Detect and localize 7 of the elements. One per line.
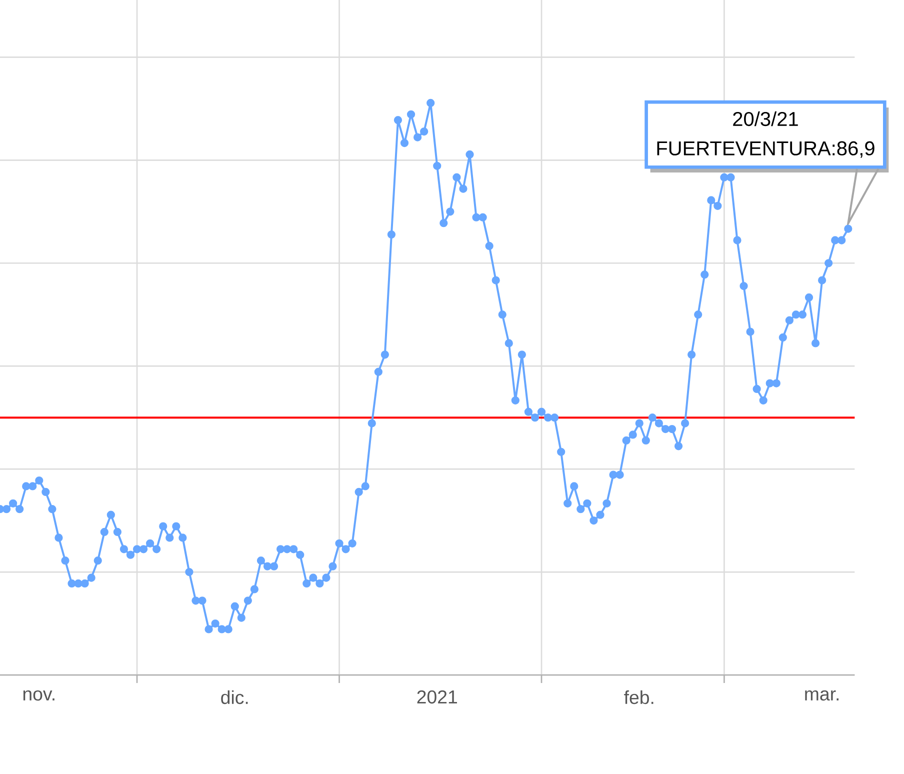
annotation: 20/3/21	[733, 111, 798, 126]
x-tick-label: 2021	[417, 690, 457, 704]
x-tick-label: feb.	[624, 690, 654, 704]
annotation: FUERTEVENTURA:86,9	[657, 141, 874, 158]
x-tick-label: nov.	[23, 690, 54, 701]
x-tick-label: dic.	[221, 690, 248, 704]
x-tick-label: mar.	[805, 690, 838, 701]
